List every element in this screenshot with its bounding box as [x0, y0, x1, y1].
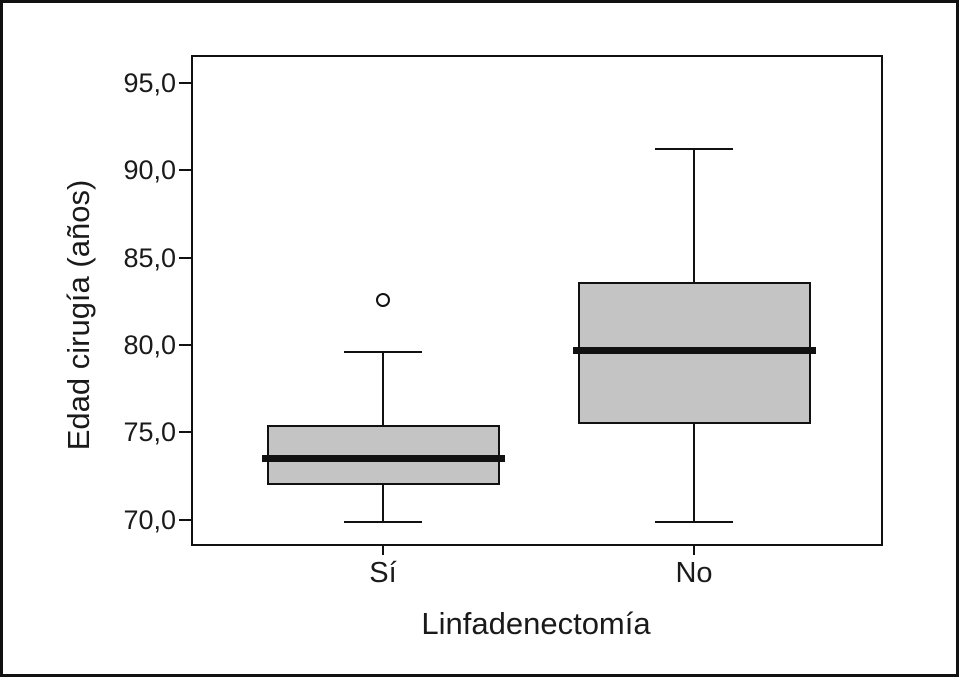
- outlier-point: [376, 292, 390, 307]
- x-tick-mark: [382, 546, 384, 555]
- y-tick-label: 80,0: [123, 330, 176, 361]
- y-tick-mark: [179, 431, 191, 434]
- x-category-label: Sí: [369, 557, 397, 589]
- median-line: [261, 455, 505, 463]
- whisker-cap-low: [344, 520, 422, 523]
- y-tick-mark: [179, 169, 191, 172]
- y-tick-mark: [179, 518, 191, 521]
- y-tick-mark: [179, 256, 191, 259]
- x-category-label: No: [675, 557, 713, 589]
- y-tick-label: 75,0: [123, 417, 176, 448]
- whisker-cap-high: [655, 148, 733, 151]
- y-tick-label: 70,0: [123, 504, 176, 535]
- x-axis-title: Linfadenectomía: [421, 606, 651, 641]
- y-tick-mark: [179, 81, 191, 84]
- y-tick-label: 85,0: [123, 242, 176, 273]
- y-tick-mark: [179, 344, 191, 347]
- whisker-cap-low: [655, 520, 733, 523]
- x-tick-mark: [693, 546, 695, 555]
- y-axis-title: Edad cirugía (años): [61, 179, 96, 451]
- y-tick-label: 90,0: [123, 155, 176, 186]
- whisker-cap-high: [344, 351, 422, 354]
- y-tick-label: 95,0: [123, 67, 176, 98]
- median-line: [572, 346, 816, 354]
